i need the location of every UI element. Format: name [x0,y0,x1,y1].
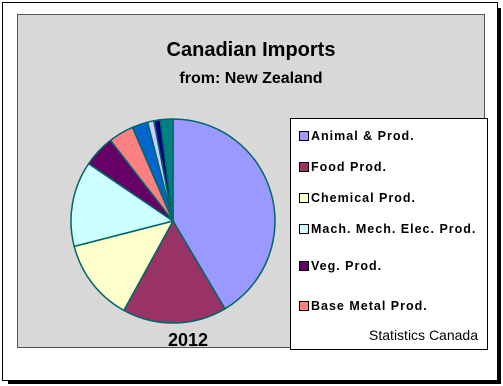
year-label: 2012 [167,330,209,350]
frame-shadow-bottom [8,380,501,384]
legend-swatch [299,131,309,141]
legend: Animal & Prod. Food Prod. Chemical Prod. Ma… [290,118,488,350]
legend-swatch [299,261,309,271]
legend-swatch [299,301,309,311]
pie-slice-2 [73,219,175,312]
legend-label: Animal & Prod. [311,129,415,143]
legend-swatch [299,193,309,203]
pie-slice-0 [172,118,276,310]
chart-title: Canadian Imports [166,39,336,61]
legend-swatch [299,224,309,234]
source-label: Statistics Canada [369,327,478,343]
legend-label: Veg. Prod. [311,259,383,273]
pie-slice-1 [122,219,226,324]
legend-swatch [299,162,309,172]
pie-slice-3 [70,162,175,248]
pie-slice-9 [159,118,174,222]
chart-subtitle: from: New Zealand [179,70,323,87]
frame-shadow-right [497,8,501,383]
legend-label: Food Prod. [311,160,387,174]
legend-label: Chemical Prod. [311,191,416,205]
chart-area: Canadian Imports from: New Zealand 2012 … [17,14,488,350]
legend-label: Base Metal Prod. [311,299,428,313]
pie-chart [70,118,276,324]
legend-label: Mach. Mech. Elec. Prod. [311,222,477,236]
